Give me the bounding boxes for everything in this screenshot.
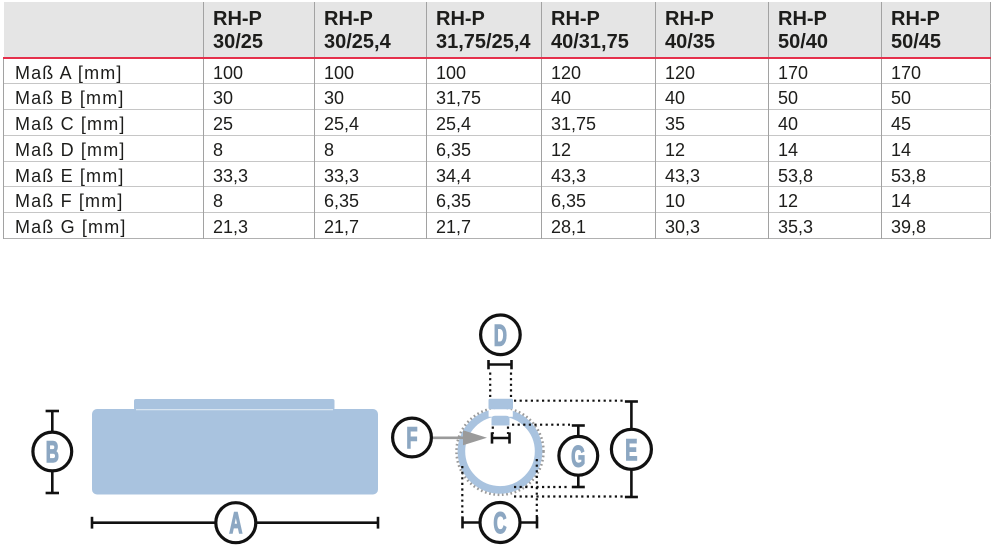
svg-text:D: D: [494, 320, 507, 352]
svg-text:G: G: [571, 441, 585, 473]
svg-text:B: B: [46, 437, 59, 469]
svg-text:F: F: [406, 423, 417, 455]
svg-text:C: C: [493, 508, 506, 540]
svg-text:A: A: [229, 508, 242, 540]
svg-text:E: E: [625, 435, 637, 467]
